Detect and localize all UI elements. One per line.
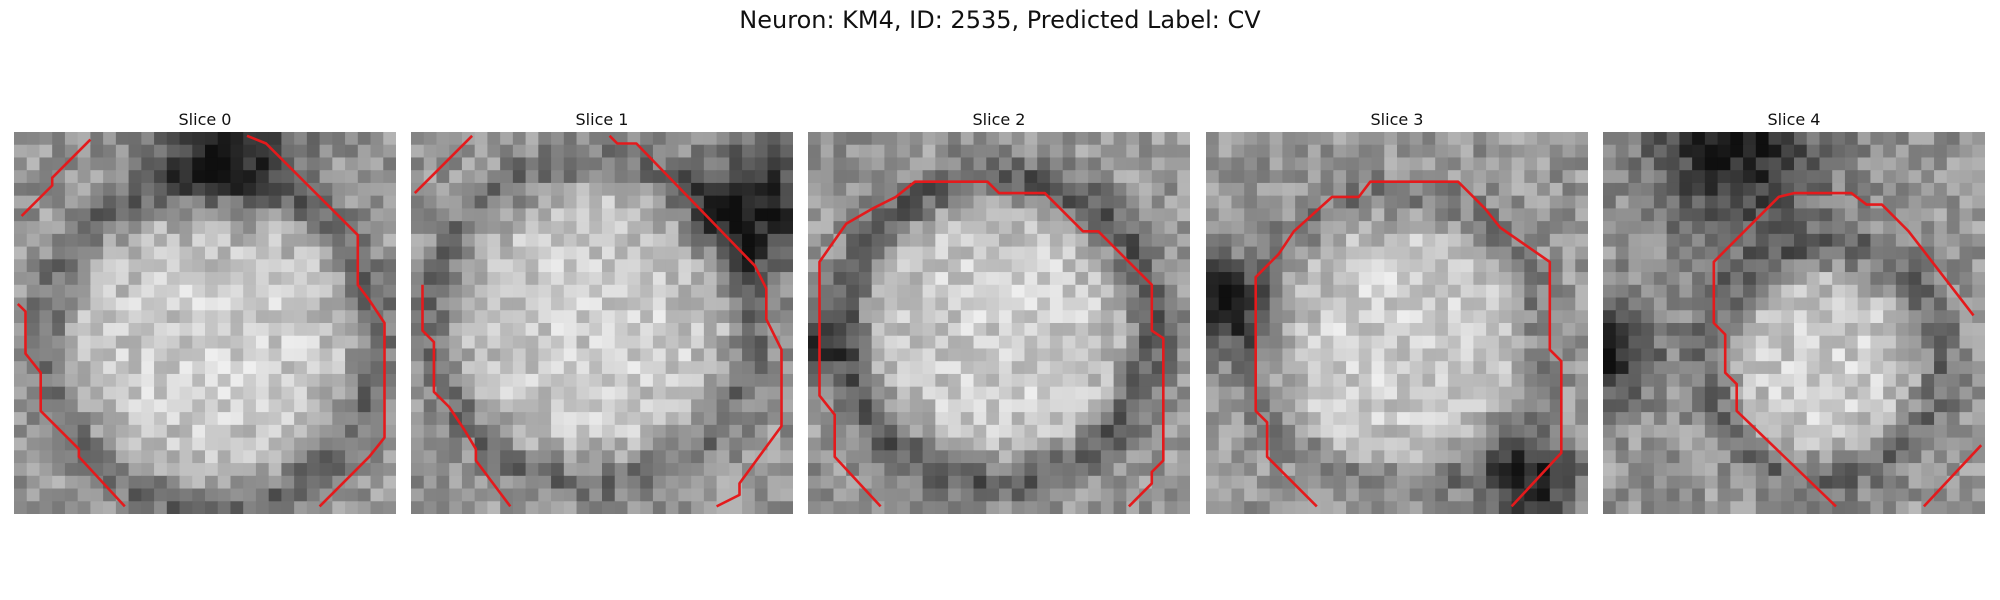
slice-panel-3: Slice 3: [1206, 108, 1588, 514]
slice-title: Slice 4: [1767, 110, 1821, 129]
slice-title: Slice 2: [972, 110, 1026, 129]
contour-line: [421, 284, 512, 508]
contour-line: [16, 302, 126, 508]
slice-title: Slice 1: [575, 110, 629, 129]
slice-title: Slice 3: [1370, 110, 1424, 129]
contour-line: [1712, 191, 1975, 508]
contour-line: [246, 134, 386, 508]
slice-title: Slice 0: [178, 110, 232, 129]
contour-line: [20, 138, 92, 217]
slice-panel-0: Slice 0: [14, 108, 396, 514]
contour-line: [1922, 444, 1983, 508]
contour-line: [413, 134, 474, 195]
slice-image: [1603, 132, 1985, 514]
contour-line: [1254, 180, 1563, 508]
pixel-grid: [14, 132, 396, 514]
slice-panel-1: Slice 1: [411, 108, 793, 514]
pixel-grid: [808, 132, 1190, 514]
contour-line: [818, 180, 1165, 508]
slice-image: [808, 132, 1190, 514]
slice-panel-2: Slice 2: [808, 108, 1190, 514]
slice-image: [1206, 132, 1588, 514]
contour-line: [608, 134, 783, 508]
slice-image: [14, 132, 396, 514]
pixel-grid: [411, 132, 793, 514]
figure-title: Neuron: KM4, ID: 2535, Predicted Label: …: [739, 6, 1261, 34]
pixel-grid: [1603, 132, 1985, 514]
slice-image: [411, 132, 793, 514]
slice-panel-4: Slice 4: [1603, 108, 1985, 514]
pixel-grid: [1206, 132, 1588, 514]
